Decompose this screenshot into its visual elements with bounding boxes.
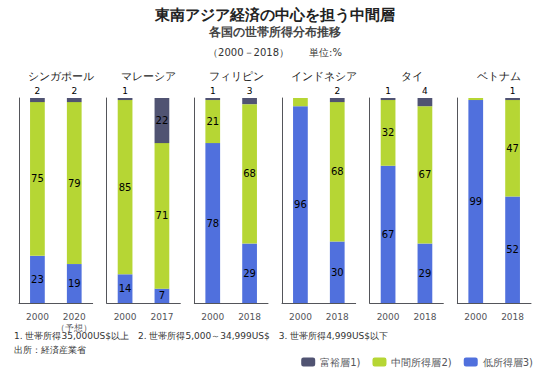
svg-text:14: 14: [119, 283, 132, 294]
svg-text:東南アジア経済の中心を担う中間層: 東南アジア経済の中心を担う中間層: [154, 6, 395, 24]
svg-text:マレーシア: マレーシア: [121, 70, 176, 83]
svg-text:2000: 2000: [114, 312, 137, 322]
svg-text:32: 32: [382, 127, 395, 138]
svg-text:99: 99: [469, 196, 482, 207]
svg-text:47: 47: [506, 143, 519, 154]
svg-text:（2000－2018） 単位:%: （2000－2018） 単位:%: [208, 47, 342, 58]
svg-text:2020: 2020: [63, 312, 86, 322]
svg-text:68: 68: [243, 168, 256, 179]
svg-text:2018: 2018: [238, 312, 261, 322]
svg-text:1: 1: [510, 86, 516, 96]
svg-text:22: 22: [156, 115, 169, 126]
svg-text:タイ: タイ: [401, 70, 423, 83]
svg-text:2000: 2000: [26, 312, 49, 322]
svg-text:75: 75: [31, 173, 44, 184]
svg-text:19: 19: [68, 278, 81, 289]
svg-text:7: 7: [159, 290, 165, 301]
svg-text:シンガポール: シンガポール: [28, 70, 94, 83]
svg-text:各国の世帯所得分布推移: 各国の世帯所得分布推移: [208, 25, 341, 39]
svg-text:富裕層1): 富裕層1): [320, 357, 360, 368]
svg-text:2000: 2000: [377, 312, 400, 322]
svg-text:71: 71: [156, 210, 169, 221]
svg-text:4: 4: [422, 86, 428, 96]
svg-text:21: 21: [206, 116, 219, 127]
svg-text:3: 3: [247, 86, 253, 96]
svg-text:2: 2: [334, 86, 340, 96]
svg-text:ベトナム: ベトナム: [477, 70, 521, 83]
svg-text:2: 2: [71, 86, 77, 96]
svg-text:1. 世帯所得35,000US$以上 2. 世帯所得5,00: 1. 世帯所得35,000US$以上 2. 世帯所得5,000～34,999US…: [14, 330, 388, 341]
svg-text:68: 68: [331, 166, 344, 177]
svg-text:（予想）: （予想）: [56, 323, 92, 333]
svg-text:52: 52: [506, 244, 519, 255]
svg-text:96: 96: [294, 199, 307, 210]
svg-text:85: 85: [119, 182, 132, 193]
svg-text:29: 29: [419, 268, 432, 279]
svg-text:インドネシア: インドネシア: [291, 70, 357, 83]
svg-text:出所：経済産業省: 出所：経済産業省: [14, 345, 86, 355]
svg-text:2018: 2018: [501, 312, 524, 322]
svg-text:2000: 2000: [464, 312, 487, 322]
svg-text:2018: 2018: [326, 312, 349, 322]
svg-text:低所得層3): 低所得層3): [483, 357, 533, 368]
svg-text:2: 2: [35, 86, 41, 96]
svg-text:フィリピン: フィリピン: [209, 70, 264, 83]
svg-text:67: 67: [419, 169, 432, 180]
svg-text:2000: 2000: [289, 312, 312, 322]
svg-text:29: 29: [243, 268, 256, 279]
svg-text:67: 67: [382, 229, 395, 240]
svg-text:2017: 2017: [150, 312, 173, 322]
svg-text:78: 78: [206, 218, 219, 229]
svg-text:23: 23: [31, 274, 44, 285]
svg-text:1: 1: [122, 86, 128, 96]
svg-text:30: 30: [331, 267, 344, 278]
svg-text:1: 1: [385, 86, 391, 96]
svg-text:2018: 2018: [413, 312, 436, 322]
svg-text:79: 79: [68, 178, 81, 189]
svg-text:中間所得層2): 中間所得層2): [391, 357, 451, 368]
svg-text:1: 1: [210, 86, 216, 96]
svg-text:2000: 2000: [201, 312, 224, 322]
